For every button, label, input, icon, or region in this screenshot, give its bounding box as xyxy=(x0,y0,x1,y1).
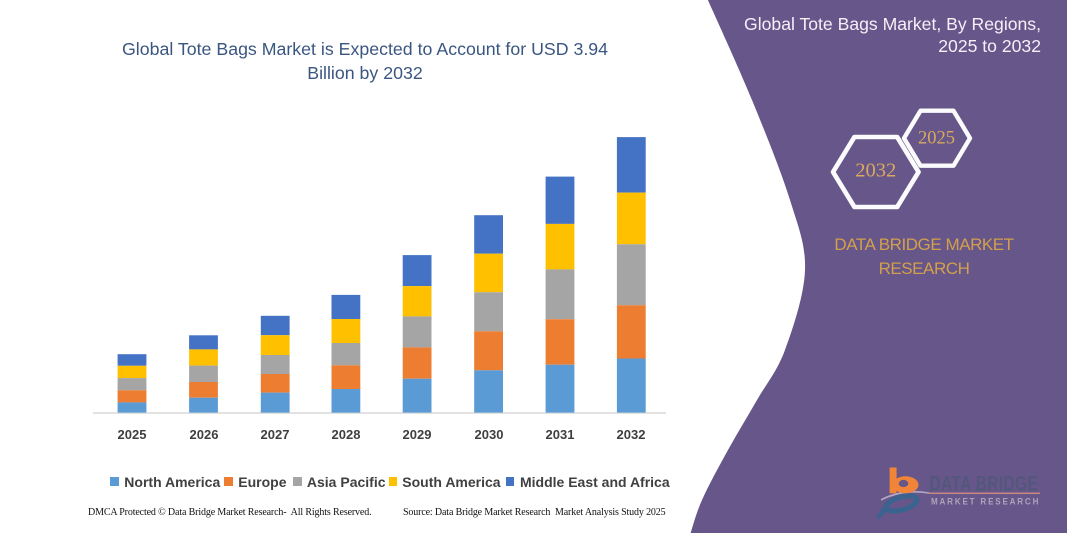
svg-text:DATA BRIDGE: DATA BRIDGE xyxy=(930,471,1039,495)
svg-text:MARKET RESEARCH: MARKET RESEARCH xyxy=(931,496,1040,507)
svg-text:2032: 2032 xyxy=(855,160,896,182)
svg-text:2025: 2025 xyxy=(918,128,955,148)
